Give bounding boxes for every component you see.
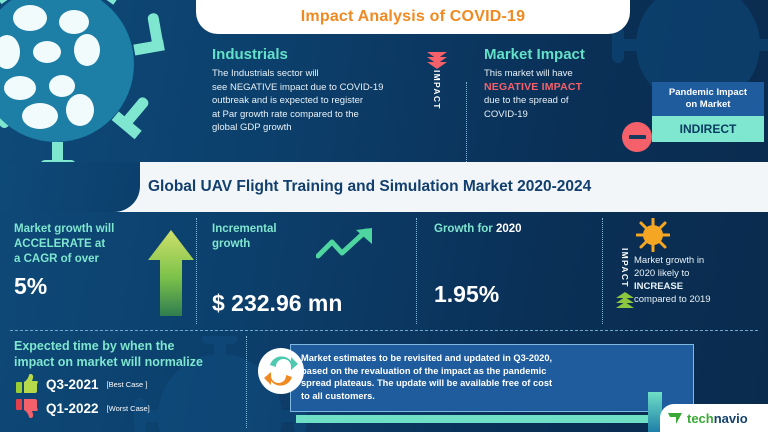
upper-panel: Industrials The Industrials sector will … <box>0 34 768 180</box>
stat-growth-2020: Growth for 2020 1.95% <box>434 222 604 308</box>
stat-cagr-label-3: a CAGR of over <box>14 253 99 265</box>
right-impact-line-2: 2020 likely to <box>634 268 690 279</box>
chevron-up-icon <box>616 301 634 308</box>
worst-case-value: Q1-2022 <box>46 400 99 416</box>
refresh-icon <box>258 348 304 394</box>
impact-label: IMPACT <box>432 70 442 110</box>
stat-cagr: Market growth will ACCELERATE at a CAGR … <box>14 222 164 300</box>
thumbs-down-icon <box>16 399 38 418</box>
pandemic-impact-heading: Pandemic Impact on Market <box>652 82 764 116</box>
market-impact-body: This market will have NEGATIVE IMPACT du… <box>484 67 644 121</box>
stat-growth-label-year: 2020 <box>495 223 522 235</box>
divider <box>416 218 417 324</box>
note-line-2: based on the revaluation of the impact a… <box>301 365 547 376</box>
industrials-line-1: The Industrials sector will <box>212 68 319 79</box>
market-impact-heading: Market Impact <box>484 46 585 63</box>
stat-incremental-value: $ 232.96 mn <box>212 290 343 316</box>
stat-incremental-label-2: growth <box>212 238 251 250</box>
technavio-flag-icon <box>668 412 682 424</box>
note-line-3: spread plateaus. The update will be avai… <box>301 378 553 389</box>
stat-cagr-value: 5% <box>14 273 48 299</box>
band-notch <box>0 162 140 212</box>
chevron-down-icon <box>427 52 447 59</box>
note-accent-bar <box>296 415 678 423</box>
best-case-row: Q3-2021 [Best Case ] <box>16 374 147 394</box>
impact-indicator-positive: IMPACT <box>612 248 638 308</box>
chevron-down-icon <box>427 62 447 69</box>
worst-case-row: Q1-2022 [Worst Case] <box>16 398 150 418</box>
stat-growth-value: 1.95% <box>434 281 500 307</box>
industrials-block: Industrials The Industrials sector will … <box>212 46 402 135</box>
right-impact-line-1: Market growth in <box>634 255 705 266</box>
industrials-heading: Industrials <box>212 46 288 63</box>
pandemic-impact-value: INDIRECT <box>652 116 764 142</box>
market-title: Global UAV Flight Training and Simulatio… <box>148 178 592 195</box>
divider <box>10 330 758 331</box>
minus-circle-icon <box>622 122 652 152</box>
divider <box>602 218 603 324</box>
market-impact-line-3: COVID-19 <box>484 108 528 120</box>
impact-label: IMPACT <box>620 248 630 288</box>
virus-icon <box>636 218 670 252</box>
impact-indicator-negative: IMPACT <box>424 52 450 110</box>
minus-bar <box>628 135 646 139</box>
pandemic-heading-line-2: on Market <box>685 99 731 110</box>
header-banner: Impact Analysis of COVID-19 <box>196 0 630 34</box>
stats-row: Market growth will ACCELERATE at a CAGR … <box>0 212 768 330</box>
industrials-body: The Industrials sector will see NEGATIVE… <box>212 67 402 135</box>
logo-accent-bar <box>648 392 662 432</box>
note-line-1: Market estimates to be revisited and upd… <box>301 353 553 363</box>
industrials-line-3: outbreak and is expected to register <box>212 95 364 106</box>
market-impact-highlight: NEGATIVE IMPACT <box>484 80 583 93</box>
logo-text-part1: tech <box>687 410 714 426</box>
stat-cagr-label-1: Market growth will <box>14 223 115 235</box>
industrials-line-5: global GDP growth <box>212 122 292 133</box>
bottom-panel: Expected time by when the impact on mark… <box>0 330 768 432</box>
stat-growth-label-prefix: Growth for <box>434 223 496 235</box>
divider <box>466 82 467 180</box>
worst-case-tag: [Worst Case] <box>106 403 150 413</box>
industrials-line-2: see NEGATIVE impact due to COVID-19 <box>212 81 384 93</box>
pandemic-impact-card: Pandemic Impact on Market INDIRECT <box>652 82 764 142</box>
stat-cagr-label-2: ACCELERATE at <box>14 238 106 250</box>
logo-text-part2: navio <box>713 410 748 426</box>
market-impact-block: Market Impact This market will have NEGA… <box>484 46 644 121</box>
expected-time-title: Expected time by when the impact on mark… <box>14 338 203 370</box>
right-impact-text: Market growth in 2020 likely to INCREASE… <box>634 254 766 306</box>
chevron-up-icon <box>616 296 634 303</box>
stat-incremental-label-1: Incremental <box>212 223 277 235</box>
chevron-down-icon <box>427 57 447 64</box>
trend-up-icon <box>316 228 372 259</box>
note-line-4: to all customers. <box>301 390 375 401</box>
market-title-band: Global UAV Flight Training and Simulatio… <box>0 162 768 212</box>
stat-incremental: Incremental growth $ 232.96 mn <box>212 222 382 317</box>
stat-growth-label: Growth for 2020 <box>434 222 604 237</box>
divider <box>246 336 247 428</box>
market-impact-line-2: due to the spread of <box>484 95 569 106</box>
pandemic-heading-line-1: Pandemic Impact <box>668 87 748 98</box>
expected-title-line-1: Expected time by when the <box>14 339 175 353</box>
chevron-up-icon <box>616 291 634 298</box>
page-title: Impact Analysis of COVID-19 <box>300 8 526 25</box>
note-box: Market estimates to be revisited and upd… <box>290 344 694 413</box>
arrow-up-icon <box>148 230 194 316</box>
right-impact-emphasis: INCREASE <box>634 281 684 292</box>
expected-title-line-2: impact on market will normalize <box>14 355 203 369</box>
best-case-value: Q3-2021 <box>46 376 99 392</box>
right-impact-line-3: compared to 2019 <box>634 294 711 305</box>
thumbs-up-icon <box>16 374 38 393</box>
divider <box>196 218 197 324</box>
stat-cagr-label: Market growth will ACCELERATE at a CAGR … <box>14 222 164 267</box>
best-case-tag: [Best Case ] <box>106 379 148 389</box>
industrials-line-4: at Par growth rate compared to the <box>212 108 359 120</box>
stat-incremental-label: Incremental growth <box>212 222 382 252</box>
market-impact-line-1: This market will have <box>484 68 573 79</box>
virus-icon <box>0 0 165 172</box>
logo-text: technavio <box>687 411 748 426</box>
technavio-logo: technavio <box>660 404 768 432</box>
